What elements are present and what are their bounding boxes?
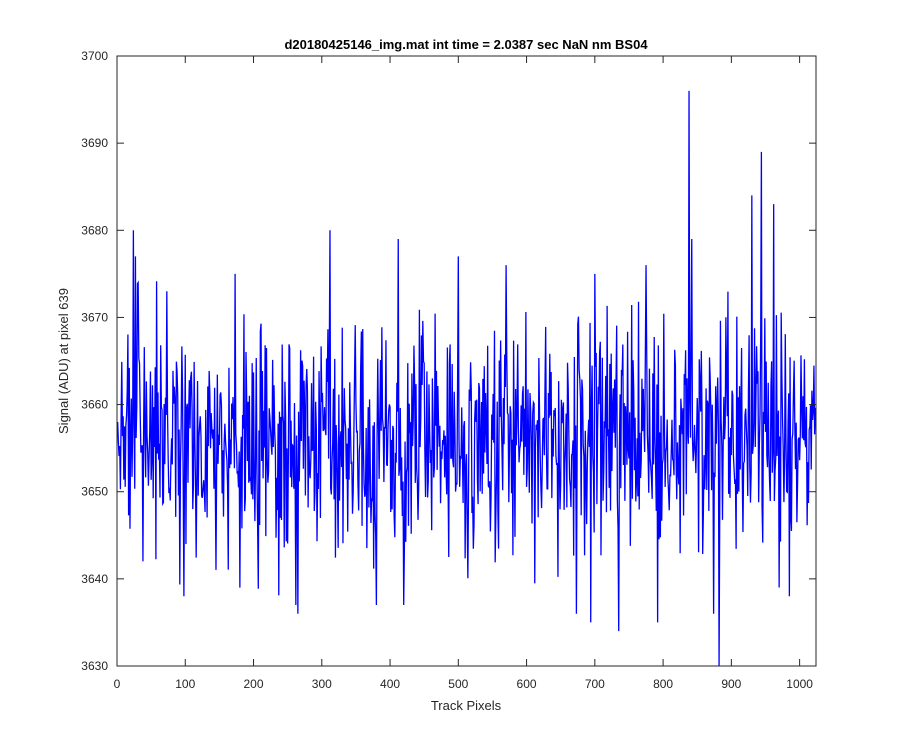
y-tick-label: 3660 [81, 398, 108, 412]
x-axis-title: Track Pixels [431, 698, 502, 713]
y-tick-label: 3630 [81, 659, 108, 673]
y-tick-label: 3670 [81, 310, 108, 324]
y-tick-label: 3690 [81, 136, 108, 150]
y-axis-title: Signal (ADU) at pixel 639 [56, 288, 71, 434]
y-tick-label: 3650 [81, 485, 108, 499]
plot-area-background [117, 56, 816, 666]
x-tick-label: 700 [585, 677, 605, 691]
series-layer [117, 90, 817, 667]
x-tick-label: 200 [244, 677, 264, 691]
x-tick-label: 400 [380, 677, 400, 691]
x-tick-label: 800 [653, 677, 673, 691]
x-tick-label: 600 [517, 677, 537, 691]
tick-layer: 0 100 200 300 400 500 600 700 800 900 1000 3630 3640… [81, 49, 816, 691]
chart-title: d20180425146_img.mat int time = 2.0387 s… [284, 37, 648, 52]
series-line [117, 90, 817, 667]
y-tick-label: 3680 [81, 223, 108, 237]
x-tick-label: 1000 [786, 677, 813, 691]
y-tick-label: 3700 [81, 49, 108, 63]
plot-area-frame [116, 55, 817, 667]
x-tick-label: 500 [448, 677, 468, 691]
x-tick-label: 300 [312, 677, 332, 691]
x-tick-label: 0 [114, 677, 121, 691]
x-tick-label: 900 [721, 677, 741, 691]
y-tick-label: 3640 [81, 572, 108, 586]
x-tick-label: 100 [175, 677, 195, 691]
